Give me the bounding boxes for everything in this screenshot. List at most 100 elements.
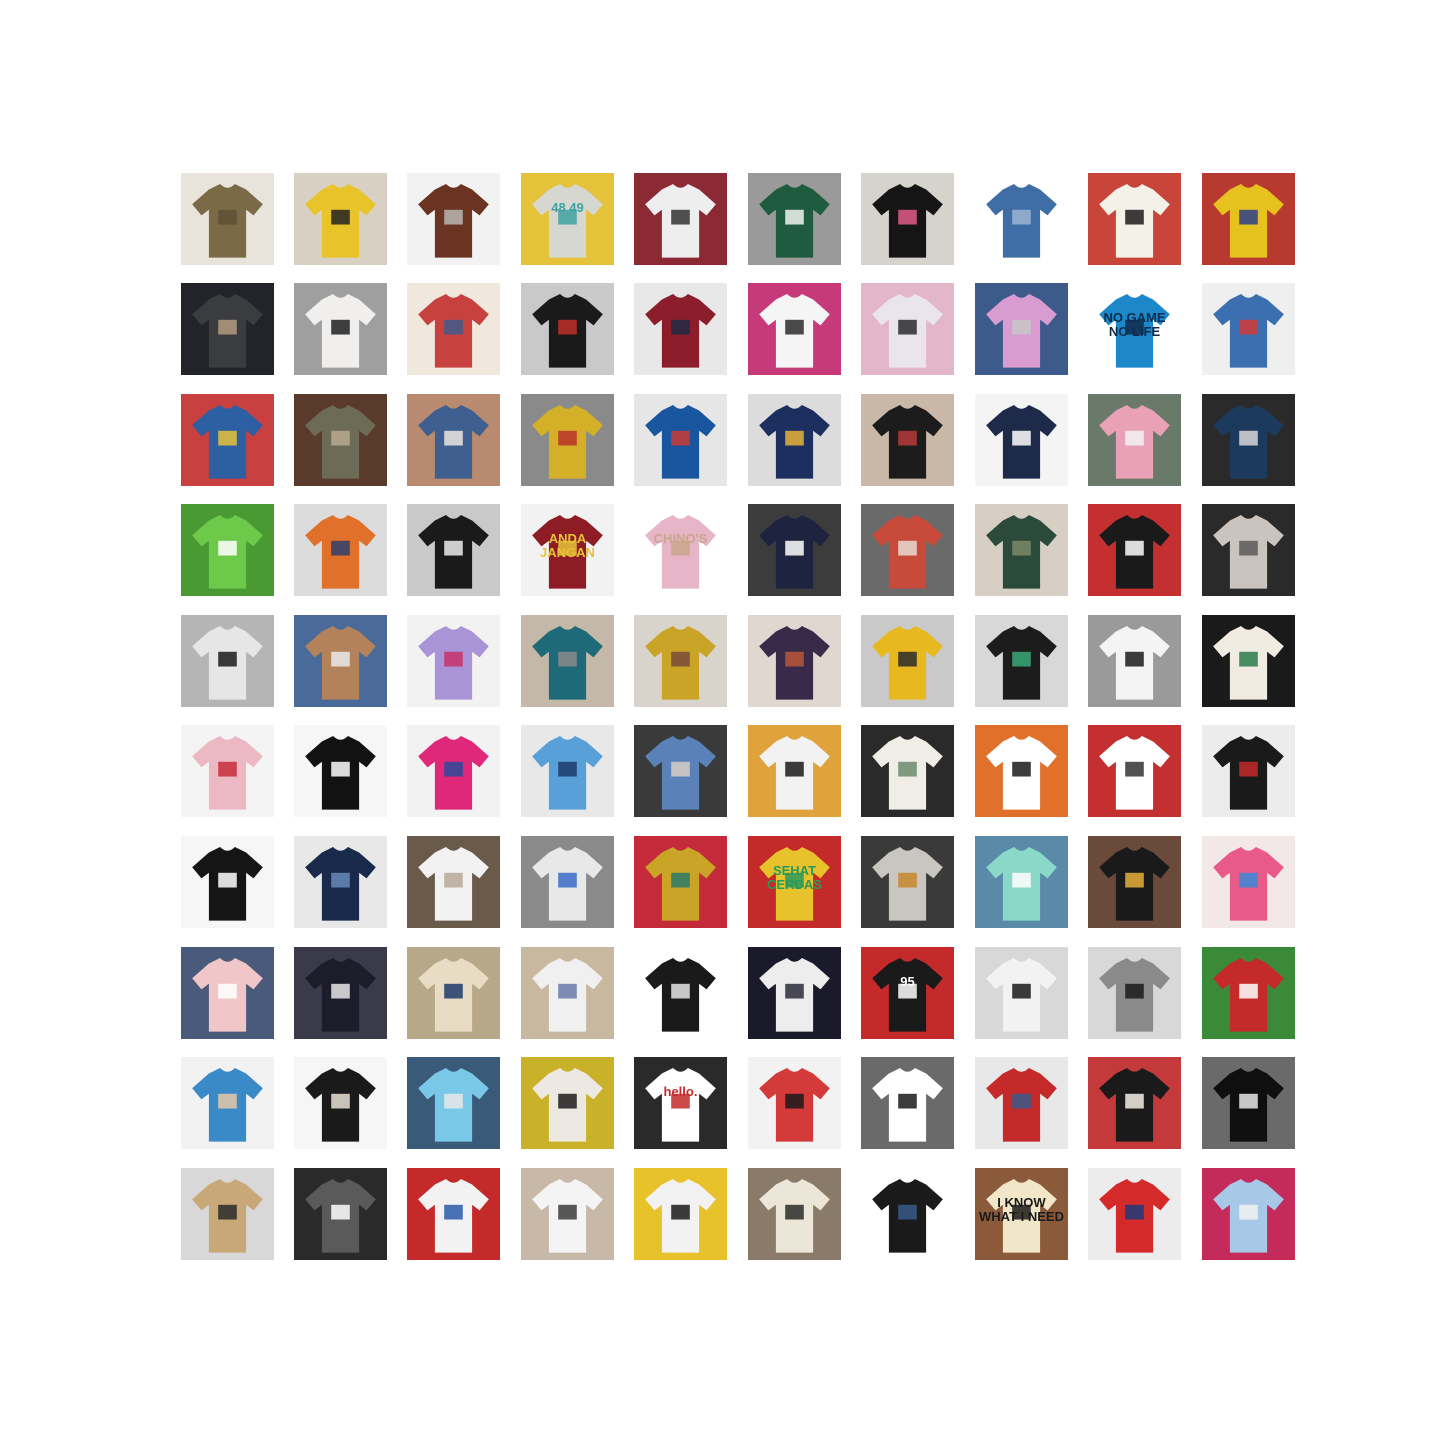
- photo-thumbnail: [1202, 504, 1295, 596]
- photo-thumbnail: [521, 394, 614, 486]
- photo-thumbnail: [1088, 1168, 1181, 1260]
- photo-thumbnail: [975, 947, 1068, 1039]
- photo-thumbnail: [1088, 394, 1181, 486]
- photo-thumbnail: [521, 1168, 614, 1260]
- product-image-white-bodycon-dress: [748, 947, 841, 1039]
- product-image-number-95-tees: 95: [861, 947, 954, 1039]
- photo-thumbnail: [1202, 725, 1295, 817]
- product-image-patterned-socks: 48 49: [521, 173, 614, 265]
- product-image-denim-jacket: [975, 173, 1068, 265]
- product-image-cartoon-print-tees: [1088, 173, 1181, 265]
- photo-thumbnail: [521, 615, 614, 707]
- product-image-white-sweater-shop: [521, 947, 614, 1039]
- photo-thumbnail: [181, 173, 274, 265]
- photo-thumbnail: [975, 725, 1068, 817]
- photo-thumbnail: [1088, 173, 1181, 265]
- photo-thumbnail: [748, 1168, 841, 1260]
- photo-thumbnail: [861, 947, 954, 1039]
- photo-thumbnail: [748, 947, 841, 1039]
- product-image-white-tee-black-pants: [975, 947, 1068, 1039]
- photo-thumbnail: [181, 615, 274, 707]
- product-image-boy-on-red-chair: [1202, 947, 1295, 1039]
- product-image-maroon-slogan-tee: ANDA JANGAN: [521, 504, 614, 596]
- photo-thumbnail: [181, 725, 274, 817]
- photo-thumbnail: [407, 947, 500, 1039]
- product-image-logo-tees-grid: [1202, 725, 1295, 817]
- product-image-colorblock-sweater: [1202, 173, 1295, 265]
- photo-thumbnail: [1088, 725, 1181, 817]
- photo-thumbnail: [634, 394, 727, 486]
- product-image-hijab-brown-top: [294, 615, 387, 707]
- product-image-women-outfits: [861, 283, 954, 375]
- product-image-cream-dino-sweatshirt: [1202, 615, 1295, 707]
- product-image-white-graphic-tee: [1088, 615, 1181, 707]
- product-image-black-white-print-tees: [1088, 504, 1181, 596]
- photo-thumbnail: [975, 504, 1068, 596]
- photo-thumbnail: [748, 283, 841, 375]
- photo-thumbnail: [181, 504, 274, 596]
- product-image-light-blue-cardigan: [407, 1057, 500, 1149]
- product-image-red-white-polo: [1088, 1168, 1181, 1260]
- product-image-black-tee-jeans: [861, 1168, 954, 1260]
- product-image-woman-on-sofa: [181, 283, 274, 375]
- product-image-phone-cases: [1202, 394, 1295, 486]
- product-image-black-slogan-tee: [861, 394, 954, 486]
- photo-thumbnail: [975, 1168, 1068, 1260]
- photo-thumbnail: [407, 394, 500, 486]
- photo-thumbnail: [407, 725, 500, 817]
- product-image-black-white-tee-dresses: [181, 615, 274, 707]
- product-image-colorful-kids-collage: [1202, 836, 1295, 928]
- product-image-pink-blue-jerseys: [407, 725, 500, 817]
- product-image-grey-hoodie-autumn: [861, 836, 954, 928]
- product-image-cream-cardigan: [748, 1168, 841, 1260]
- product-image-houndstooth-top: [748, 283, 841, 375]
- photo-thumbnail: [407, 1057, 500, 1149]
- product-image-yellow-red-jersey: [521, 394, 614, 486]
- photo-thumbnail: [1202, 947, 1295, 1039]
- product-image-collage-women-tops: [294, 173, 387, 265]
- product-image-kids-book-cover: SEHAT CERDAS: [748, 836, 841, 928]
- photo-thumbnail: [407, 615, 500, 707]
- product-image-rainbow-tees-rack: [181, 394, 274, 486]
- product-image-venom-print-tee: [1202, 1057, 1295, 1149]
- photo-thumbnail: [634, 1057, 727, 1149]
- photo-thumbnail: [861, 725, 954, 817]
- photo-thumbnail: [748, 615, 841, 707]
- photo-thumbnail: [861, 836, 954, 928]
- product-image-tweed-top: [748, 615, 841, 707]
- photo-thumbnail: [1202, 615, 1295, 707]
- product-image-tie-dye-shirt: [181, 1057, 274, 1149]
- photo-thumbnail: [1202, 173, 1295, 265]
- photo-thumbnail: [407, 1168, 500, 1260]
- product-image-gloves: [634, 173, 727, 265]
- photo-thumbnail: [975, 615, 1068, 707]
- product-image-brown-grey-tees: [407, 173, 500, 265]
- product-image-hello-store-racks: hello.: [634, 1057, 727, 1149]
- photo-thumbnail: [1088, 504, 1181, 596]
- product-image-cookie-monster-tee: [521, 836, 614, 928]
- photo-thumbnail: [1088, 836, 1181, 928]
- photo-thumbnail: [1088, 283, 1181, 375]
- product-image-blue-vests-couple: [1202, 283, 1295, 375]
- photo-thumbnail: [748, 394, 841, 486]
- product-image-black-emblem-tee: [294, 725, 387, 817]
- product-image-couple-light-blue-tees: [1202, 1168, 1295, 1260]
- photo-thumbnail: [861, 283, 954, 375]
- photo-thumbnail: [181, 394, 274, 486]
- photo-thumbnail: [748, 173, 841, 265]
- photo-thumbnail: [861, 394, 954, 486]
- photo-thumbnail: [294, 836, 387, 928]
- product-image-face-masks-packs: [521, 725, 614, 817]
- product-image-black-polo-mannequin: [181, 836, 274, 928]
- product-image-navy-plain-tee: [748, 504, 841, 596]
- product-image-white-dress-outdoor: [861, 725, 954, 817]
- photo-thumbnail: [294, 1168, 387, 1260]
- product-image-man-khaki-pants: [181, 1168, 274, 1260]
- photo-thumbnail: [521, 504, 614, 596]
- photo-thumbnail: [634, 1168, 727, 1260]
- photo-thumbnail: [861, 1168, 954, 1260]
- product-image-i-know-what-i-need-tee: I KNOW WHAT I NEED: [975, 1168, 1068, 1260]
- photo-thumbnail: [634, 615, 727, 707]
- photo-thumbnail: [294, 173, 387, 265]
- product-image-green-tie-tee: [181, 504, 274, 596]
